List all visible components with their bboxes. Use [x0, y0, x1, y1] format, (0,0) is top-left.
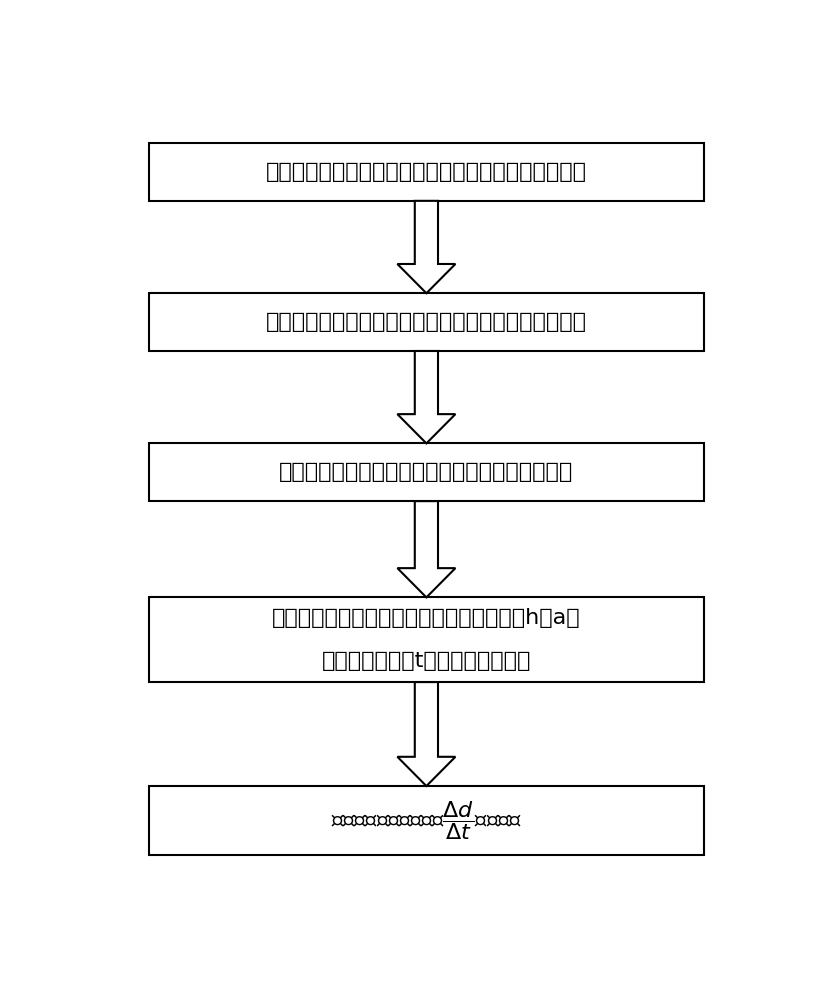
Bar: [149, 293, 704, 351]
Polygon shape: [398, 682, 455, 786]
Text: 利用公式计算出t时刻的氧化膜厚度: 利用公式计算出t时刻的氧化膜厚度: [322, 651, 531, 671]
Text: 将待测试件表面磨平、抛光至满足纳米压痕实验的要求: 将待测试件表面磨平、抛光至满足纳米压痕实验的要求: [266, 162, 587, 182]
Text: 材料的实时氧化速率用$\dfrac{\Delta d}{\Delta t}$计算得到: 材料的实时氧化速率用$\dfrac{\Delta d}{\Delta t}$计算…: [331, 799, 522, 842]
Text: 开始氧化，对标记压痕的形貌进行实时扫描、记录: 开始氧化，对标记压痕的形貌进行实时扫描、记录: [280, 462, 573, 482]
Bar: [149, 143, 704, 201]
Bar: [149, 597, 704, 682]
Bar: [149, 443, 704, 501]
Polygon shape: [398, 351, 455, 443]
Text: 分析标记压痕实时形貌，提取计算所需数据h、a，: 分析标记压痕实时形貌，提取计算所需数据h、a，: [272, 608, 581, 628]
Polygon shape: [398, 501, 455, 597]
Polygon shape: [398, 201, 455, 293]
Text: 进行压痕实验，留在试件表面的残余压痕作为标记压痕: 进行压痕实验，留在试件表面的残余压痕作为标记压痕: [266, 312, 587, 332]
Bar: [149, 786, 704, 855]
